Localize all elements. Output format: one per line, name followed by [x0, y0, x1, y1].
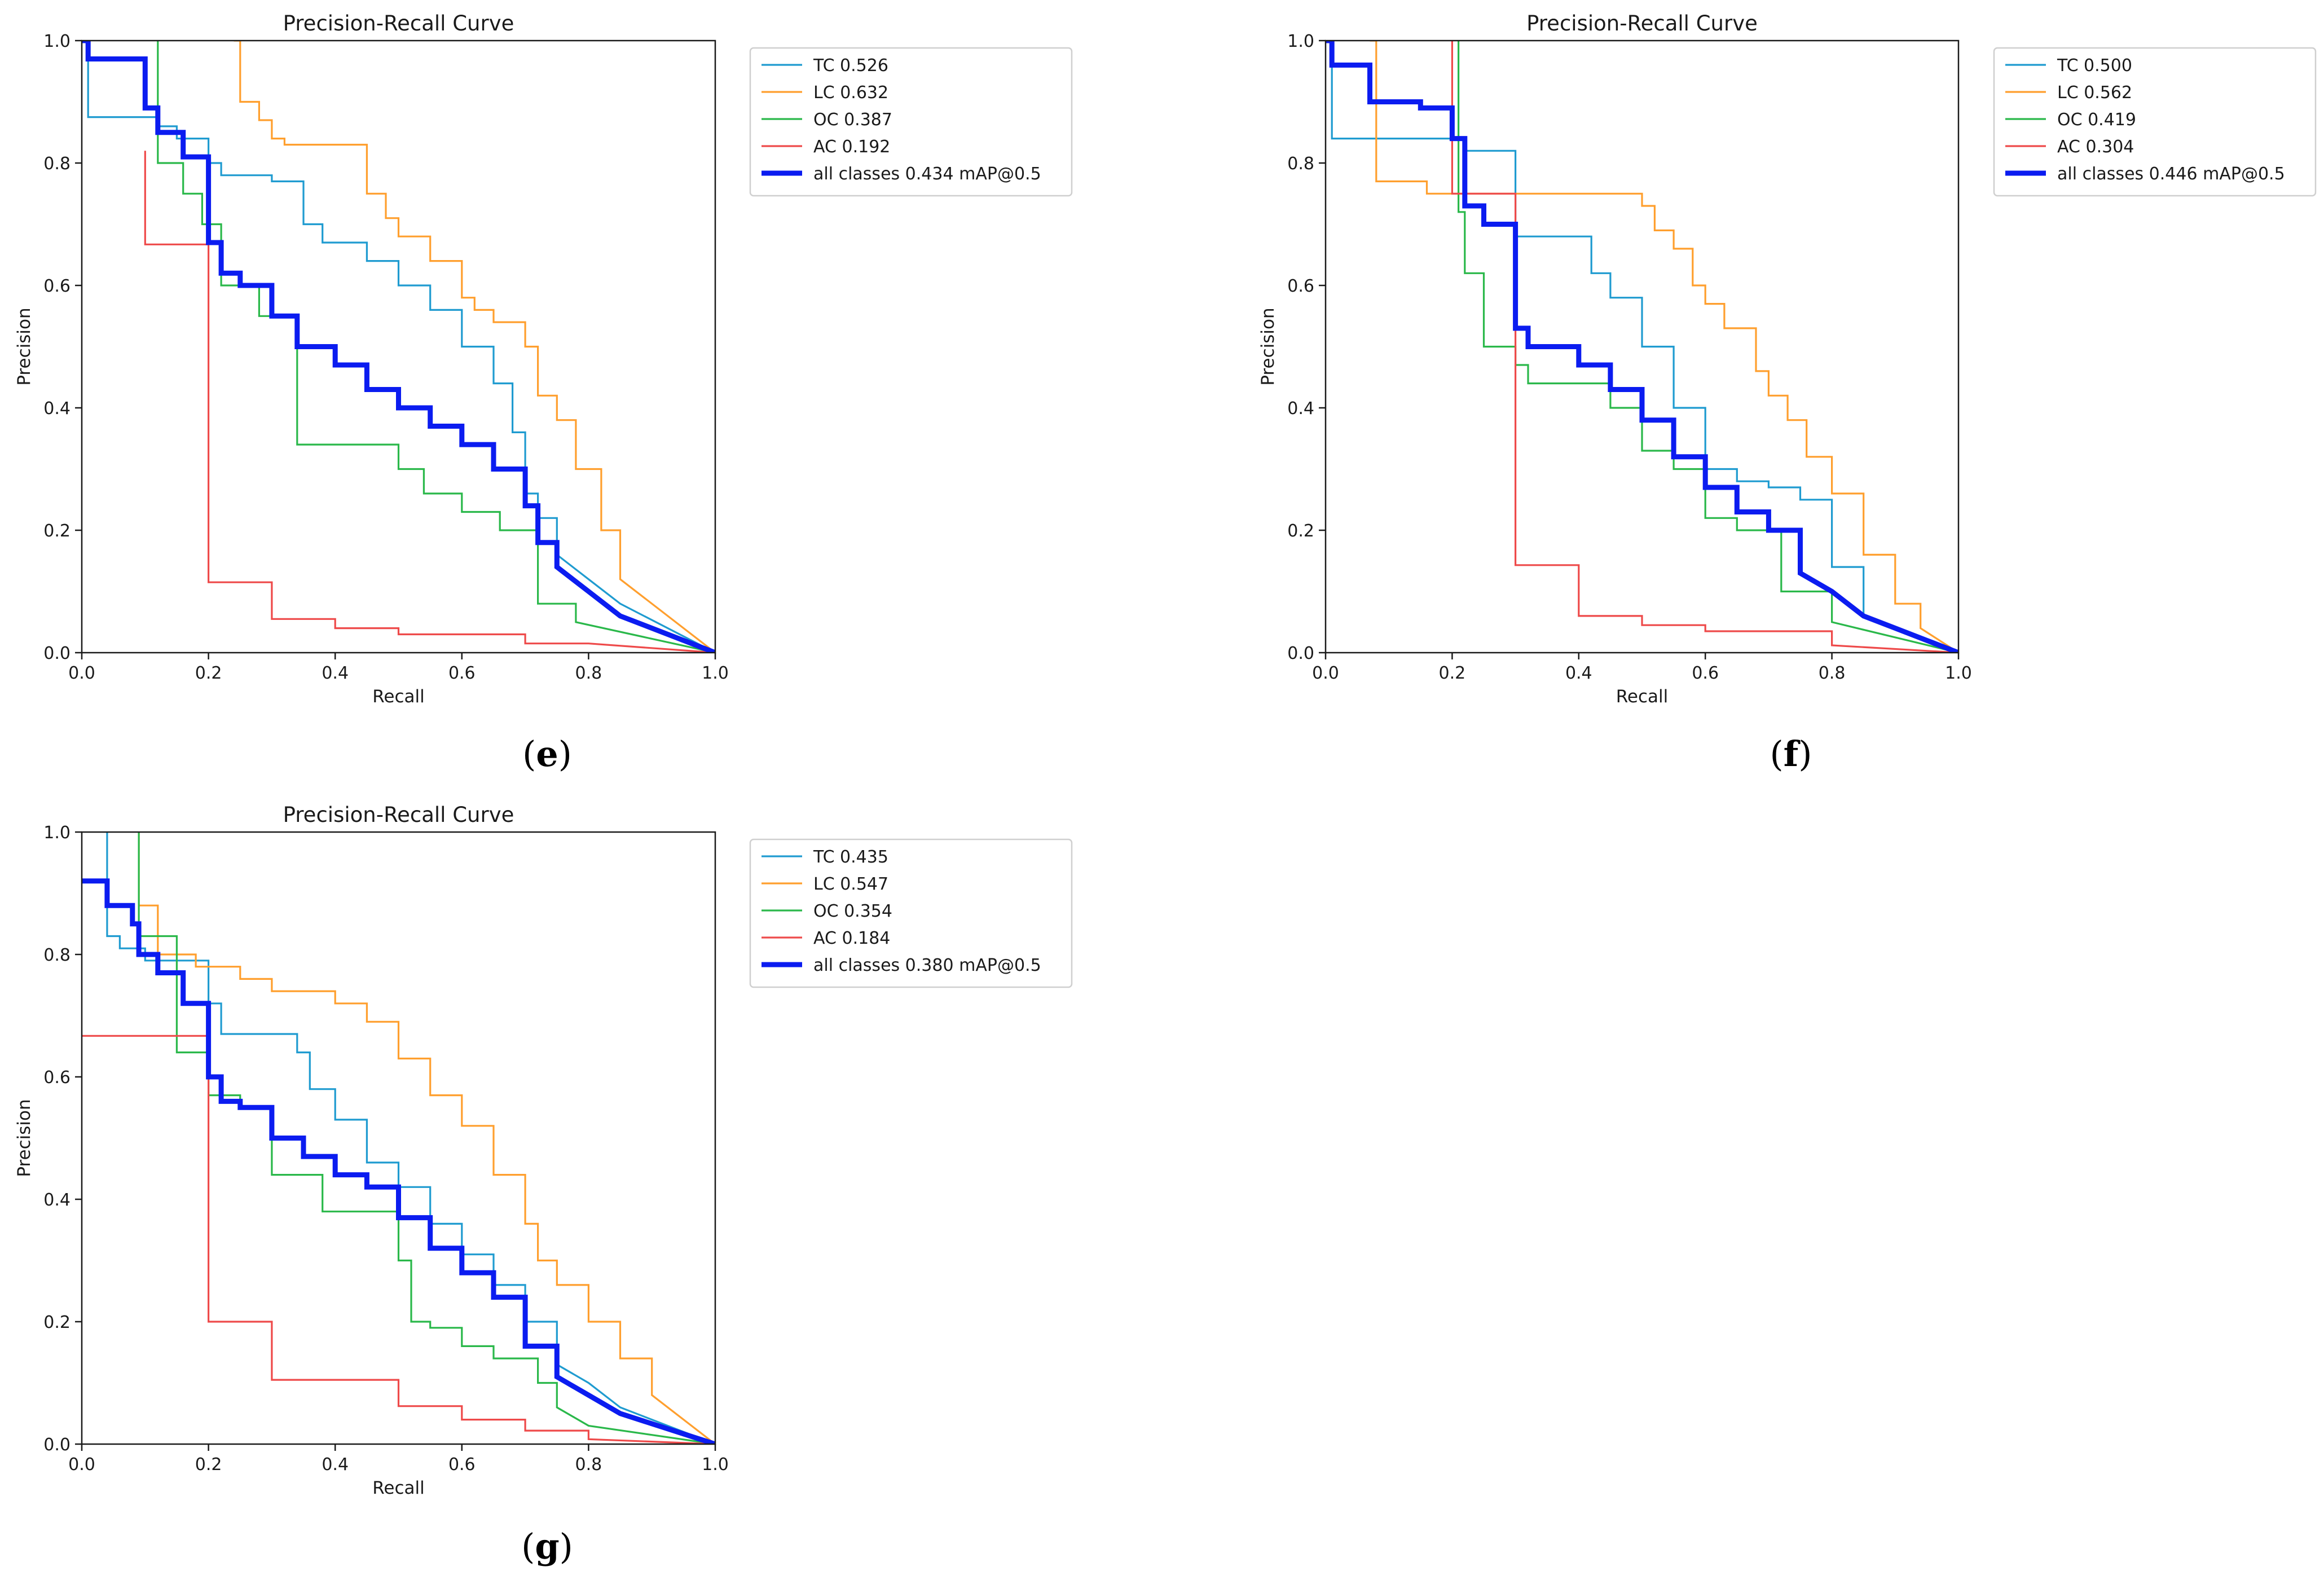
y-tick-label: 0.4 — [43, 399, 71, 419]
x-tick-label: 1.0 — [702, 1455, 729, 1475]
legend-label-tc: TC 0.435 — [813, 847, 888, 867]
legend: TC 0.435 LC 0.547 OC 0.354 AC 0.184 all clas… — [749, 838, 1073, 988]
series-line-oc — [138, 832, 715, 1444]
x-tick-label: 0.8 — [575, 663, 602, 683]
caption-f: (f) — [1770, 733, 1812, 775]
y-tick-label: 0.4 — [1287, 399, 1314, 419]
legend-box — [1993, 47, 2317, 197]
y-axis-label: Precision — [1258, 307, 1278, 385]
x-axis-label: Recall — [372, 1478, 425, 1498]
chart-title: Precision-Recall Curve — [283, 803, 514, 827]
y-tick-label: 1.0 — [43, 32, 71, 51]
chart-title: Precision-Recall Curve — [283, 11, 514, 36]
x-tick-label: 0.2 — [1439, 663, 1466, 683]
y-tick-label: 0.8 — [1287, 154, 1314, 174]
y-tick-label: 0.2 — [1287, 521, 1314, 541]
x-tick-label: 0.6 — [1692, 663, 1719, 683]
y-tick-label: 0.6 — [43, 276, 71, 296]
y-tick-label: 0.6 — [1287, 276, 1314, 296]
legend-box — [749, 47, 1073, 197]
x-tick-label: 0.6 — [448, 1455, 476, 1475]
series-line-lc — [234, 41, 715, 653]
x-tick-label: 0.4 — [1565, 663, 1592, 683]
legend-label-all: all classes 0.380 mAP@0.5 — [813, 956, 1041, 975]
series-line-all — [82, 878, 715, 1444]
series-line-all — [1326, 41, 1958, 653]
x-axis-label: Recall — [372, 687, 425, 707]
caption-g: (g) — [521, 1526, 573, 1567]
series-line-ac — [144, 151, 715, 653]
plot-frame — [81, 39, 716, 654]
x-tick-label: 0.0 — [1312, 663, 1339, 683]
x-tick-label: 0.8 — [575, 1455, 602, 1475]
legend-label-oc: OC 0.354 — [813, 901, 892, 921]
x-tick-label: 1.0 — [702, 663, 729, 683]
legend-label-oc: OC 0.387 — [813, 110, 892, 130]
legend-label-all: all classes 0.434 mAP@0.5 — [813, 164, 1041, 184]
x-tick-label: 0.8 — [1819, 663, 1846, 683]
y-tick-label: 0.4 — [43, 1190, 71, 1210]
legend-label-ac: AC 0.192 — [813, 137, 890, 157]
y-tick-label: 0.8 — [43, 945, 71, 965]
x-tick-label: 0.0 — [68, 1455, 95, 1475]
plot-frame — [1324, 39, 1960, 654]
legend-label-all: all classes 0.446 mAP@0.5 — [2057, 164, 2285, 184]
y-axis-label: Precision — [14, 307, 34, 385]
x-tick-label: 0.4 — [322, 663, 349, 683]
x-tick-label: 0.0 — [68, 663, 95, 683]
legend-label-lc: LC 0.632 — [813, 83, 888, 103]
legend: TC 0.500 LC 0.562 OC 0.419 AC 0.304 all clas… — [1993, 47, 2317, 197]
series-line-all — [82, 41, 715, 653]
x-tick-label: 0.2 — [195, 663, 222, 683]
y-tick-label: 0.0 — [1287, 644, 1314, 663]
series-line-tc — [1326, 41, 1958, 653]
legend: TC 0.526 LC 0.632 OC 0.387 AC 0.192 all clas… — [749, 47, 1073, 197]
series-line-ac — [82, 1035, 715, 1444]
x-tick-label: 0.2 — [195, 1455, 222, 1475]
x-tick-label: 0.4 — [322, 1455, 349, 1475]
y-tick-label: 1.0 — [43, 823, 71, 843]
legend-label-tc: TC 0.526 — [813, 56, 888, 76]
chart-title: Precision-Recall Curve — [1526, 11, 1758, 36]
legend-label-lc: LC 0.547 — [813, 874, 888, 894]
x-tick-label: 1.0 — [1945, 663, 1972, 683]
y-tick-label: 0.8 — [43, 154, 71, 174]
caption-e: (e) — [522, 733, 572, 775]
y-tick-label: 0.2 — [43, 1313, 71, 1332]
legend-label-lc: LC 0.562 — [2057, 83, 2132, 103]
y-tick-label: 0.0 — [43, 1435, 71, 1455]
y-tick-label: 0.0 — [43, 644, 71, 663]
legend-box — [749, 838, 1073, 988]
plot-frame — [81, 831, 716, 1445]
y-tick-label: 0.2 — [43, 521, 71, 541]
legend-label-ac: AC 0.304 — [2057, 137, 2134, 157]
series-line-lc — [138, 832, 715, 1444]
series-line-tc — [106, 832, 715, 1444]
y-tick-label: 1.0 — [1287, 32, 1314, 51]
legend-label-tc: TC 0.500 — [2057, 56, 2132, 76]
x-axis-label: Recall — [1616, 687, 1669, 707]
legend-label-ac: AC 0.184 — [813, 929, 890, 948]
legend-label-oc: OC 0.419 — [2057, 110, 2136, 130]
x-tick-label: 0.6 — [448, 663, 476, 683]
y-tick-label: 0.6 — [43, 1068, 71, 1088]
series-line-lc — [1370, 41, 1958, 653]
y-axis-label: Precision — [14, 1099, 34, 1177]
series-line-ac — [1451, 41, 1958, 653]
